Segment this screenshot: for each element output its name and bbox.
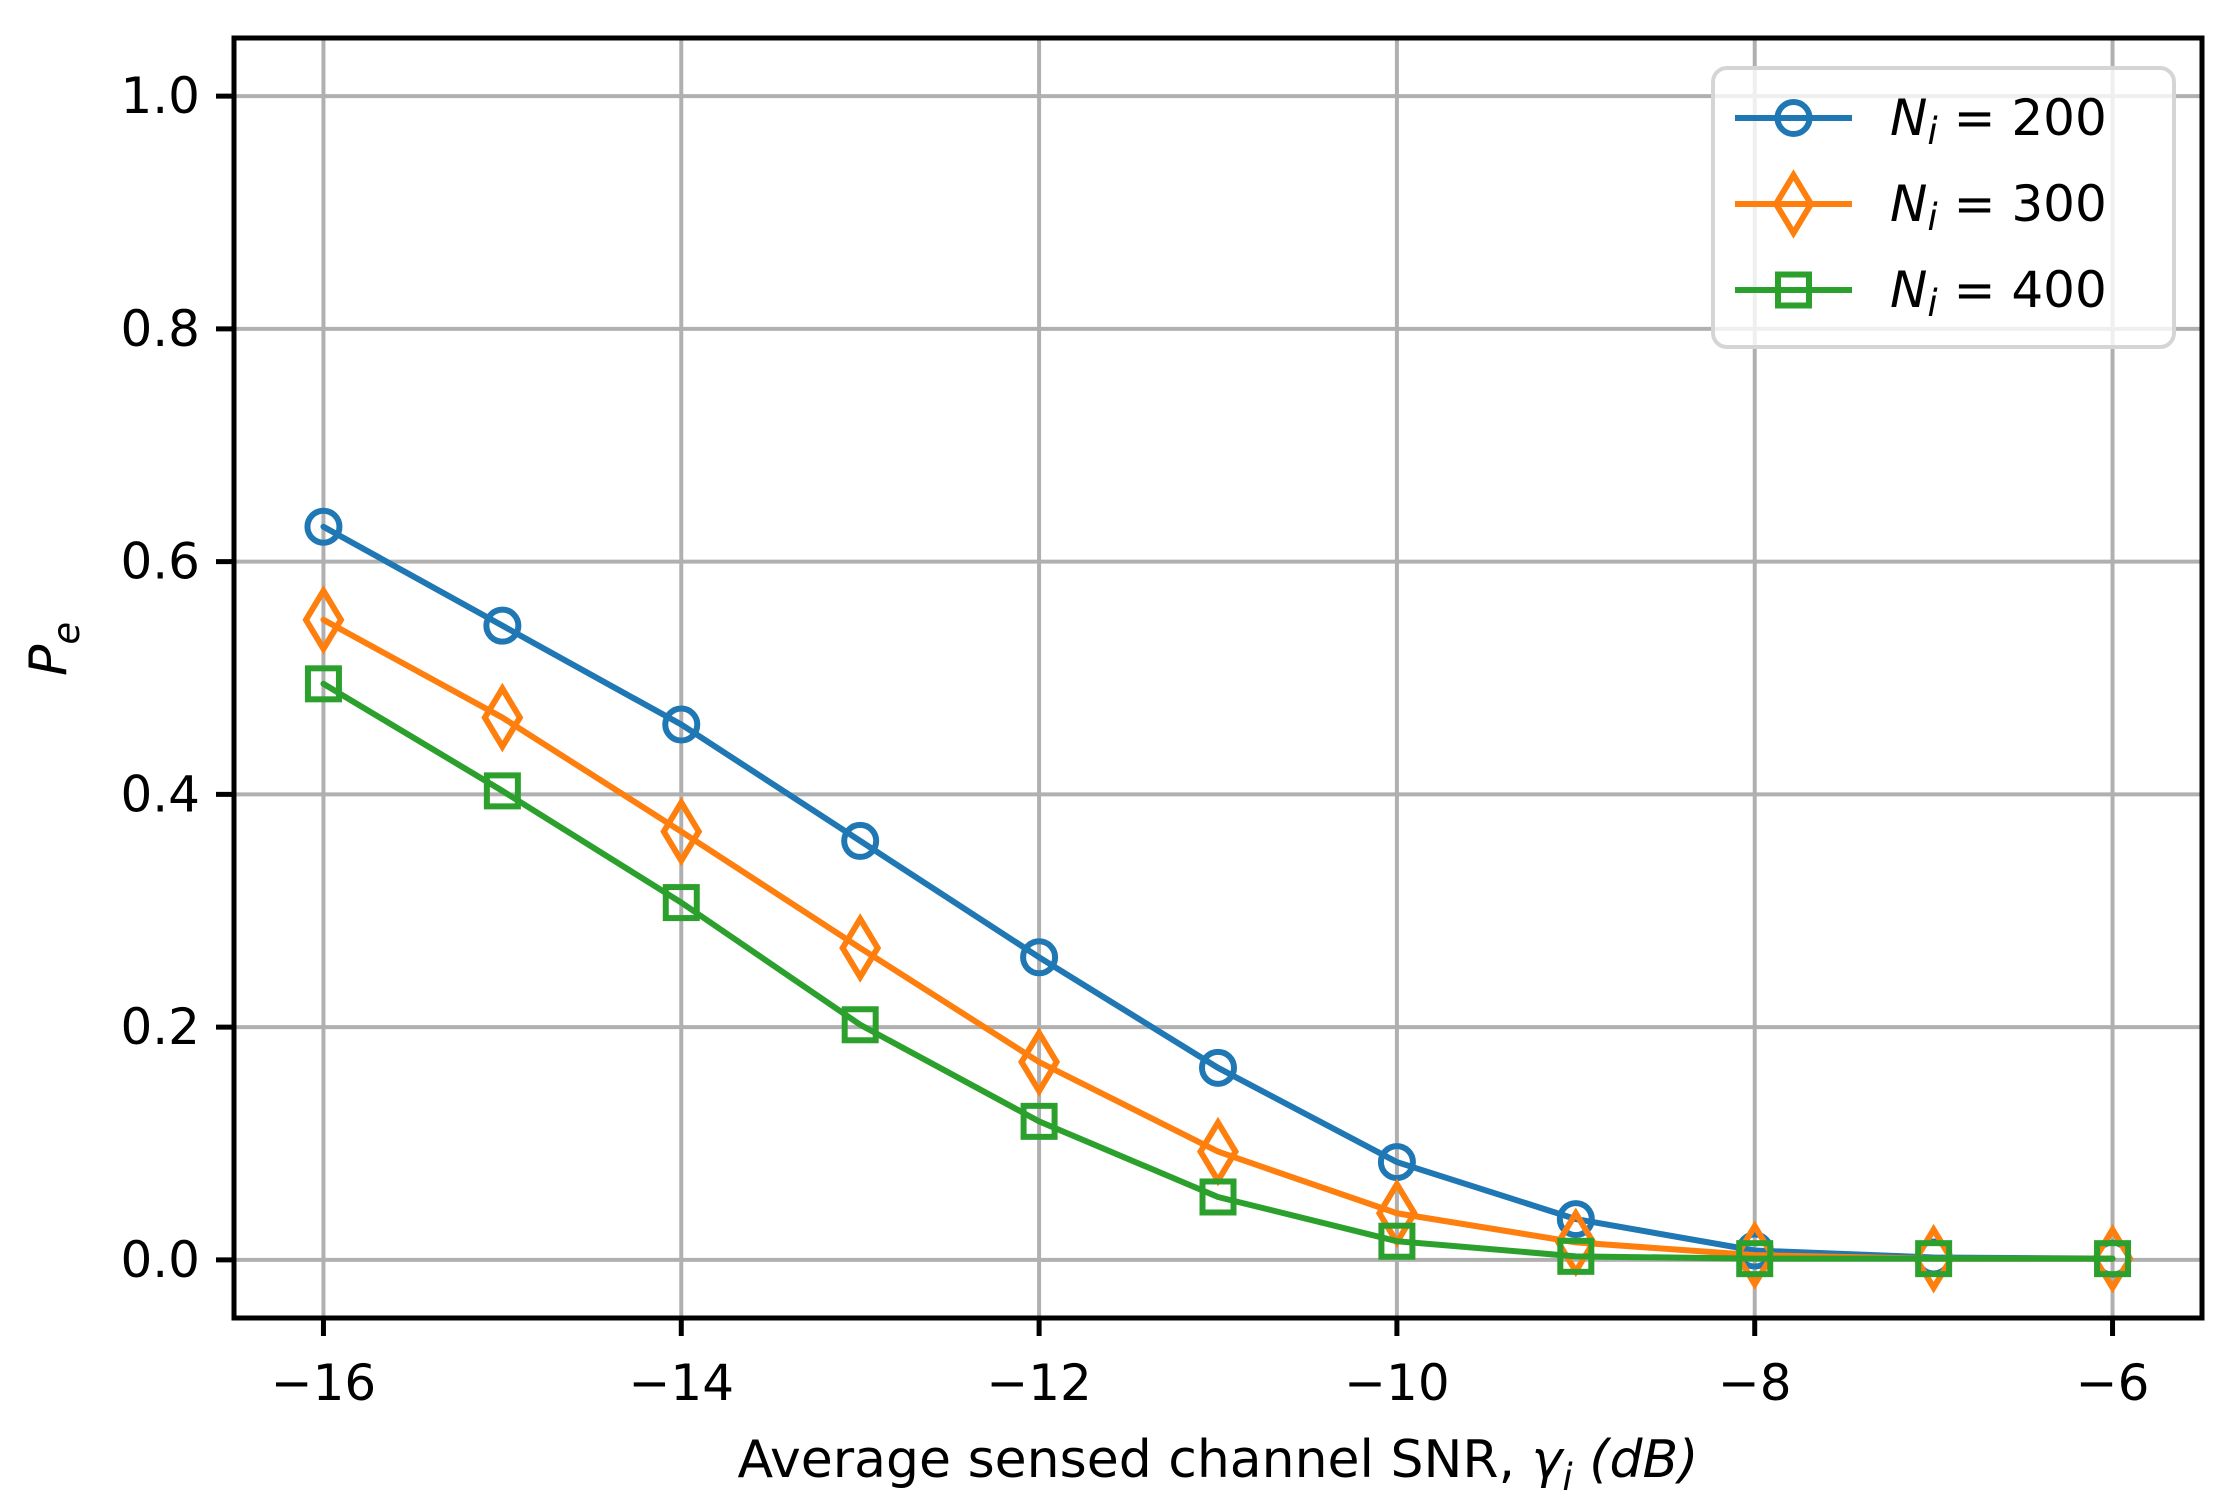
- y-tick-label: 0.0: [120, 1231, 200, 1289]
- marker-ni-400: [841, 1006, 879, 1044]
- marker-legend-ni-200: [1774, 99, 1813, 137]
- marker-ni-200: [662, 705, 701, 744]
- marker-ni-400: [304, 665, 342, 703]
- marker-ni-200: [1377, 1143, 1416, 1182]
- legend: Ni = 200 Ni = 300 Ni = 400: [1711, 66, 2176, 349]
- marker-ni-400: [1199, 1178, 1237, 1216]
- marker-legend-ni-300: [1772, 169, 1815, 239]
- x-tick-label: −8: [1718, 1354, 1792, 1412]
- x-axis-label: Average sensed channel SNR, γi (dB): [738, 1430, 1699, 1499]
- marker-ni-200: [841, 821, 880, 860]
- series-line-ni-400: [320, 680, 2116, 1262]
- marker-ni-400: [2094, 1240, 2132, 1278]
- y-tick-label: 0.2: [120, 998, 200, 1056]
- x-tick-label: −14: [629, 1354, 735, 1412]
- legend-box: [1711, 66, 2176, 349]
- marker-ni-400: [1736, 1240, 1774, 1278]
- marker-ni-300: [1018, 1027, 1061, 1097]
- legend-label-ni-200: Ni = 200: [1890, 89, 2107, 153]
- marker-ni-400: [662, 884, 700, 922]
- y-tick-label: 0.6: [120, 533, 200, 591]
- marker-ni-200: [304, 507, 343, 546]
- marker-ni-300: [660, 796, 703, 867]
- marker-ni-200: [1020, 938, 1059, 977]
- ticks: −16 −14 −12 −10 −8 −6 0.0 0.2 0.4 0.6 0.8 1.0: [120, 67, 2149, 1412]
- plot-border: [231, 35, 2205, 1321]
- marker-legend-ni-400: [1775, 271, 1812, 309]
- x-tick-label: −12: [986, 1354, 1092, 1412]
- legend-label-ni-400: Ni = 400: [1890, 261, 2107, 325]
- marker-ni-200: [1556, 1200, 1595, 1239]
- marker-ni-400: [483, 772, 521, 810]
- legend-label-ni-300: Ni = 300: [1890, 175, 2107, 239]
- y-axis-label: Pe: [19, 622, 88, 676]
- series-line-ni-200: [320, 523, 2116, 1262]
- marker-ni-300: [839, 913, 882, 983]
- x-tick-label: −10: [1344, 1354, 1450, 1412]
- marker-ni-400: [1378, 1222, 1416, 1260]
- y-tick-label: 1.0: [120, 67, 200, 125]
- marker-ni-400: [1557, 1237, 1595, 1275]
- marker-ni-200: [483, 606, 522, 645]
- marker-ni-300: [302, 585, 345, 655]
- x-tick-label: −6: [2076, 1354, 2150, 1412]
- x-tick-label: −16: [271, 1354, 377, 1412]
- marker-ni-300: [481, 682, 524, 753]
- series-ni-400: [304, 665, 2132, 1278]
- y-tick-label: 0.8: [120, 300, 200, 358]
- marker-ni-200: [1199, 1048, 1237, 1087]
- marker-ni-300: [2091, 1223, 2134, 1294]
- marker-ni-400: [1915, 1240, 1953, 1278]
- y-tick-label: 0.4: [120, 765, 200, 823]
- marker-ni-300: [1912, 1223, 1955, 1294]
- marker-ni-400: [1020, 1102, 1058, 1140]
